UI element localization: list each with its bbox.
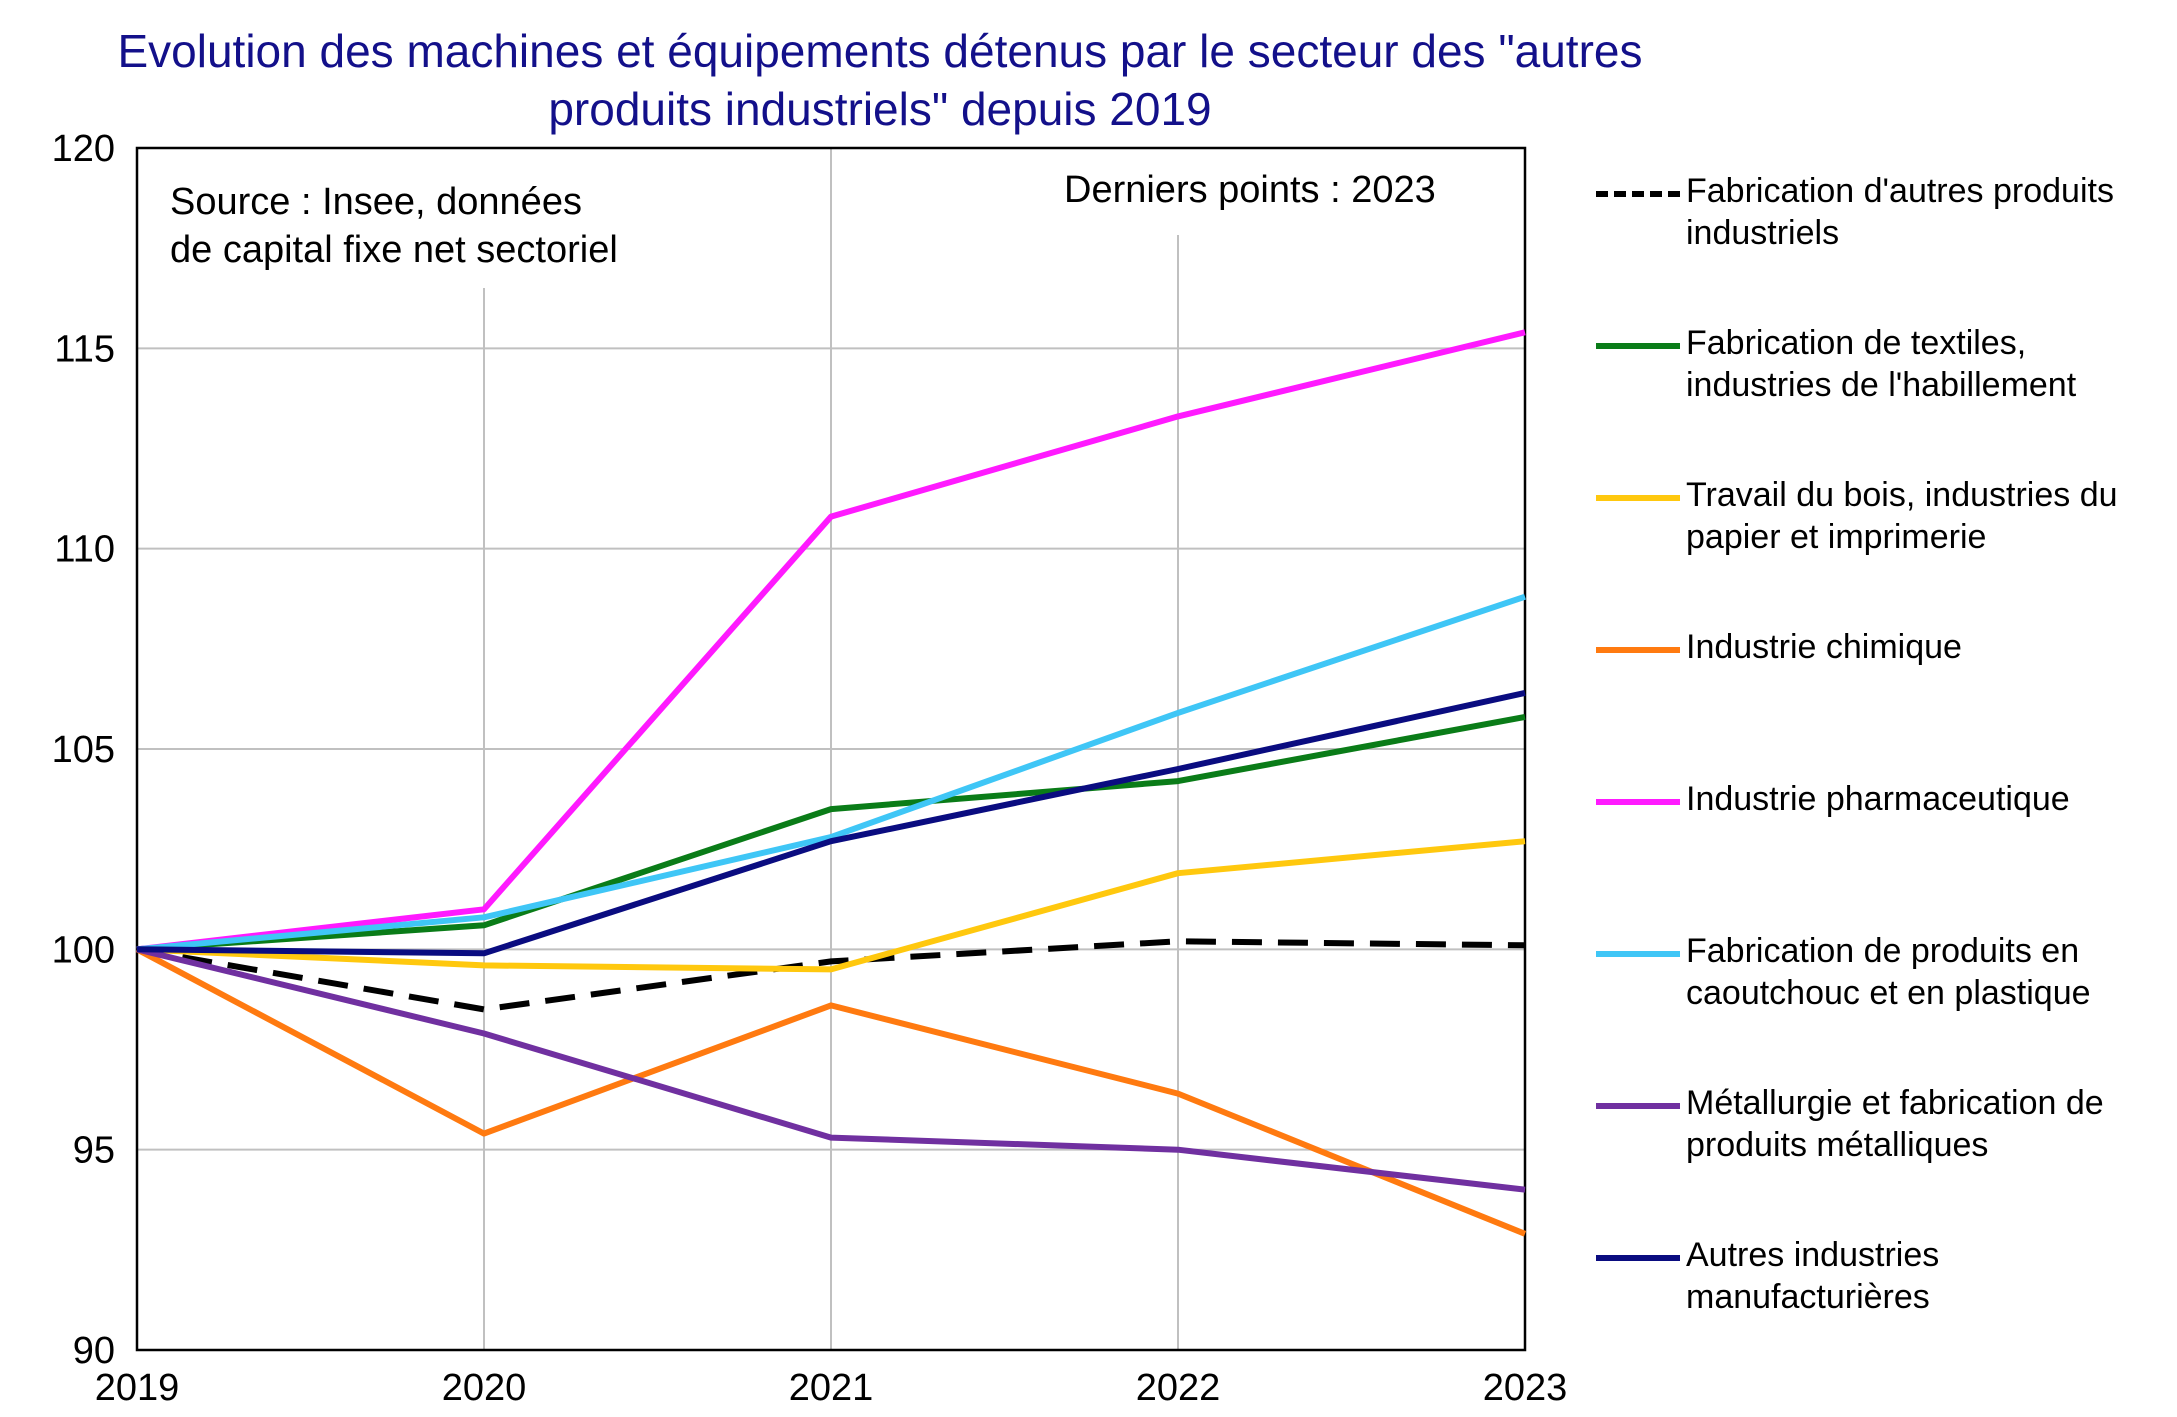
series-lines: [135, 329, 1527, 1237]
chart-title: Evolution des machines et équipements dé…: [0, 22, 1760, 138]
legend-swatch: [1596, 647, 1680, 653]
axes: [135, 146, 1527, 1352]
source-line2: de capital fixe net sectoriel: [170, 229, 618, 271]
legend-label: Travail du bois, industries du papier et …: [1686, 474, 2176, 558]
legend-swatch: [1596, 799, 1680, 805]
y-tick-label: 120: [52, 128, 115, 170]
legend-label-line1: Industrie pharmaceutique: [1686, 780, 2070, 818]
series-line-5: [136, 593, 1526, 953]
legend-swatch: [1596, 1255, 1680, 1261]
series-line-2: [136, 838, 1526, 973]
legend-swatch: [1596, 343, 1680, 349]
legend-label-line2: caoutchouc et en plastique: [1686, 974, 2091, 1012]
legend-label: Fabrication de produits en caoutchouc et …: [1686, 930, 2176, 1014]
legend-label-line1: Autres industries: [1686, 1236, 1940, 1274]
legend-label: Fabrication de textiles, industries de l'…: [1686, 322, 2176, 406]
legend-label-line1: Fabrication d'autres produits: [1686, 172, 2114, 210]
legend-label-line1: Métallurgie et fabrication de: [1686, 1084, 2104, 1122]
chart-title-line2: produits industriels" depuis 2019: [548, 83, 1212, 135]
series-line-0: [136, 938, 1526, 1013]
legend-label: Industrie pharmaceutique: [1686, 778, 2176, 820]
chart-title-line1: Evolution des machines et équipements dé…: [117, 25, 1643, 77]
legend-swatch: [1596, 951, 1680, 957]
series-line-3: [135, 946, 1527, 1237]
last-points-annotation: Derniers points : 2023: [1064, 169, 1436, 211]
legend-swatch: [1596, 1103, 1680, 1109]
legend-label-line1: Travail du bois, industries du: [1686, 476, 2118, 514]
x-tick-label: 2020: [442, 1367, 527, 1409]
tick-labels: 90 95 100 105 110 115 120 2019 2020 2021 2022 2023: [52, 128, 1568, 1409]
legend-label: Autres industries manufacturières: [1686, 1234, 2176, 1318]
y-tick-label: 95: [73, 1130, 115, 1172]
series-line-6: [136, 946, 1526, 1193]
y-tick-label: 100: [52, 929, 115, 971]
legend-label: Métallurgie et fabrication de produits mé…: [1686, 1082, 2176, 1166]
y-tick-label: 105: [52, 729, 115, 771]
source-line1: Source : Insee, données: [170, 181, 582, 223]
legend-label: Fabrication d'autres produits industriels: [1686, 170, 2176, 254]
legend-swatch: [1596, 495, 1680, 501]
x-tick-label: 2019: [95, 1367, 180, 1409]
legend-label-line2: industriels: [1686, 214, 1840, 252]
legend-label: Industrie chimique: [1686, 626, 2176, 668]
series-line-1: [136, 713, 1526, 953]
series-line-7: [136, 689, 1526, 957]
legend-label-line1: Fabrication de produits en: [1686, 932, 2080, 970]
y-tick-label: 90: [73, 1330, 115, 1372]
y-tick-label: 110: [54, 529, 115, 571]
legend-swatch: [1596, 191, 1680, 197]
x-tick-label: 2021: [789, 1367, 874, 1409]
legend-label-line2: industries de l'habillement: [1686, 366, 2077, 404]
legend-label-line2: manufacturières: [1686, 1278, 1930, 1316]
x-tick-label: 2023: [1483, 1367, 1568, 1409]
y-tick-label: 115: [54, 328, 115, 370]
series-line-4: [136, 329, 1526, 953]
source-annotation: Source : Insee, données de capital fixe …: [170, 178, 618, 274]
legend-label-line2: produits métalliques: [1686, 1126, 1989, 1164]
legend-label-line1: Industrie chimique: [1686, 628, 1962, 666]
plot-frame: [135, 146, 1527, 1352]
legend-label-line2: papier et imprimerie: [1686, 518, 1987, 556]
x-tick-label: 2022: [1136, 1367, 1221, 1409]
legend-label-line1: Fabrication de textiles,: [1686, 324, 2027, 362]
grid: [137, 148, 1525, 1350]
